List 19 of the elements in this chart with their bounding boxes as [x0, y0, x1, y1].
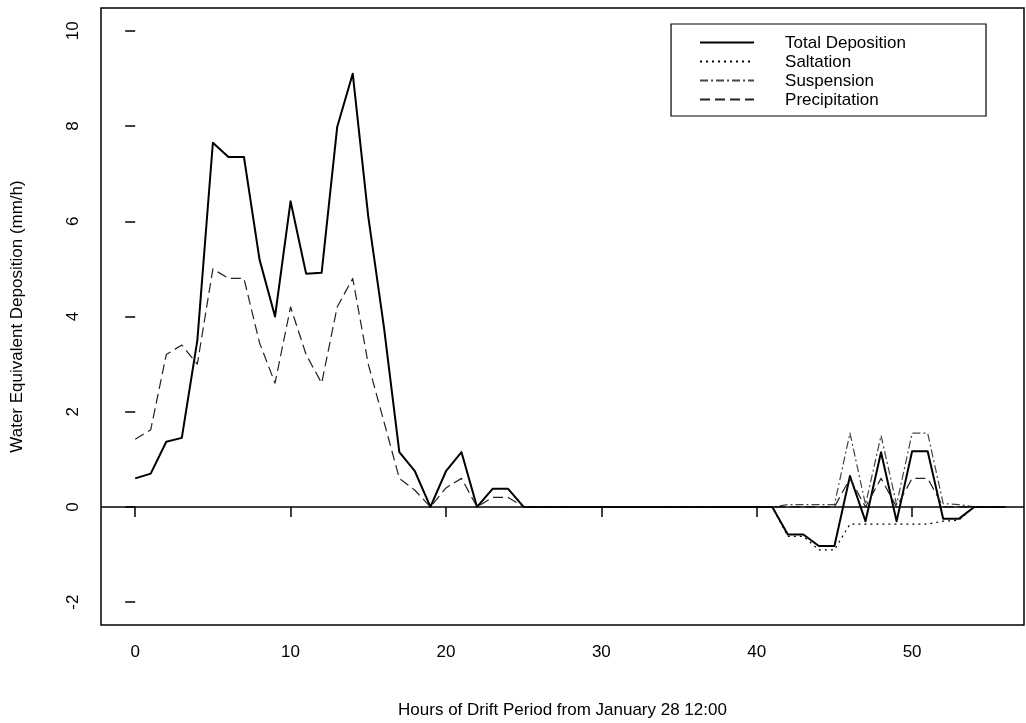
legend-label: Precipitation [785, 90, 879, 109]
y-tick-label: 6 [63, 216, 82, 227]
y-tick-label: 10 [63, 21, 82, 41]
x-tick-label: 30 [591, 642, 611, 661]
x-tick-label: 40 [747, 642, 767, 661]
x-tick-label: 10 [281, 642, 301, 661]
legend-label: Suspension [785, 71, 874, 90]
y-tick-label: 8 [63, 121, 82, 131]
x-tick-label: 50 [902, 642, 922, 661]
y-tick-label: -2 [63, 594, 82, 610]
x-axis-title: Hours of Drift Period from January 28 12:00 [398, 700, 727, 719]
legend-label: Total Deposition [785, 33, 907, 52]
y-tick-label: 0 [63, 502, 82, 512]
legend-label: Saltation [785, 52, 852, 71]
y-axis-title: Water Equivalent Deposition (mm/h) [7, 180, 26, 453]
x-tick-label: 20 [436, 642, 456, 661]
y-tick-label: 2 [63, 406, 82, 417]
x-tick-label: 0 [130, 642, 140, 661]
y-tick-label: 4 [63, 311, 82, 322]
